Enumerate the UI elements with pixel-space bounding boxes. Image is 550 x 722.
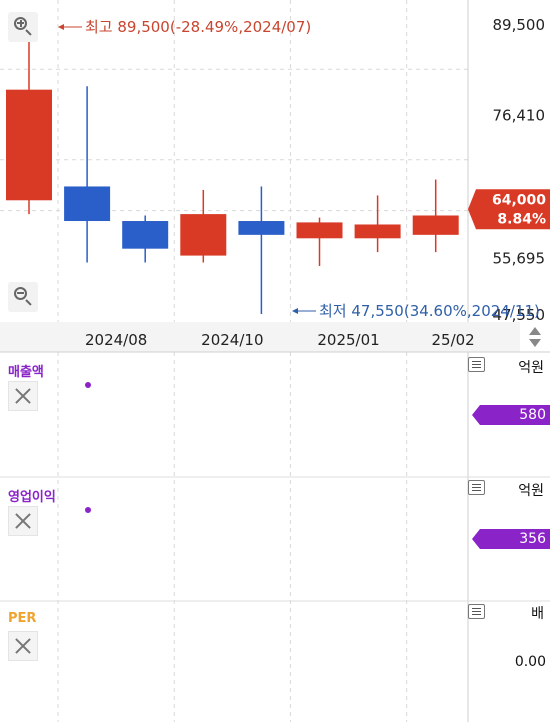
current-change-label: 8.84% [497, 211, 546, 227]
panel-value-tag: 580 [472, 405, 550, 425]
close-icon[interactable] [8, 631, 38, 661]
menu-icon[interactable] [468, 480, 485, 495]
panel-value: 0.00 [514, 654, 546, 670]
panel-label-revenue: 매출액 [8, 365, 44, 380]
zoom-out-icon[interactable] [8, 282, 38, 312]
x-tick-label: 2024/10 [201, 331, 263, 349]
data-point-dot [85, 507, 91, 513]
y-tick-label: 55,695 [493, 250, 546, 268]
close-icon[interactable] [8, 506, 38, 536]
high-annotation-arrowhead [58, 24, 64, 30]
x-tick-label: 2024/08 [85, 331, 147, 349]
x-tick-label: 25/02 [432, 331, 475, 349]
scroll-down-icon[interactable] [529, 339, 541, 347]
y-tick-label: 47,550 [493, 306, 546, 324]
zoom-in-icon[interactable] [8, 12, 38, 42]
panel-label-operating-profit: 영업이익 [8, 490, 56, 505]
x-axis-band [0, 322, 520, 352]
high-annotation-label: 최고 89,500(-28.49%,2024/07) [85, 18, 311, 36]
candle-body[interactable] [412, 215, 459, 235]
y-tick-label: 76,410 [493, 106, 546, 124]
candle-body[interactable] [354, 224, 401, 239]
panel-unit: 배 [531, 606, 544, 622]
candle-body[interactable] [238, 221, 285, 235]
panel-unit: 억원 [518, 360, 544, 376]
panel-unit: 억원 [518, 483, 544, 499]
panel-value-tag: 356 [472, 529, 550, 549]
x-tick-label: 2025/01 [317, 331, 379, 349]
panel-label-per: PER [8, 611, 37, 626]
current-price-label: 64,000 [492, 192, 546, 208]
candle-body[interactable] [64, 186, 111, 222]
scroll-up-icon[interactable] [529, 327, 541, 335]
low-annotation-label: 최저 47,550(34.60%,2024/11) [319, 302, 540, 320]
y-tick-label: 89,500 [493, 16, 546, 34]
menu-icon[interactable] [468, 357, 485, 372]
candle-body[interactable] [122, 221, 169, 249]
candle-body[interactable] [296, 222, 343, 239]
menu-icon[interactable] [468, 604, 485, 619]
data-point-dot [85, 382, 91, 388]
candle-body[interactable] [6, 89, 52, 201]
candle-body[interactable] [180, 214, 227, 256]
low-annotation-arrowhead [292, 308, 298, 314]
close-icon[interactable] [8, 381, 38, 411]
current-price-tag [468, 189, 550, 230]
